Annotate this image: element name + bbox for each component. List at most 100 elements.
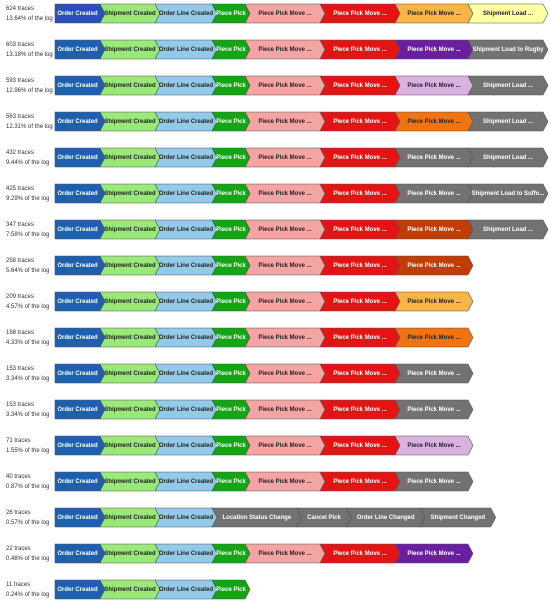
step-label: Order Created (57, 299, 98, 305)
step-label: Piece Pick Move ... (407, 83, 461, 89)
step-label: Order Created (57, 443, 98, 449)
step-label: Piece Pick Move ... (333, 335, 387, 341)
step-label: Piece Pick (216, 587, 246, 593)
step-label: Piece Pick Move ... (333, 443, 387, 449)
variant-row[interactable]: 347 traces 7.58% of the log Order Created S… (6, 219, 549, 240)
trace-count: 71 traces (6, 438, 31, 444)
step-label: Piece Pick Move ... (333, 119, 387, 125)
step-label: Shipment Created (104, 407, 156, 413)
step-label: Shipment Created (104, 335, 156, 341)
step-label: Shipment Created (104, 299, 156, 305)
variant-row[interactable]: 40 traces 0.87% of the log Order Created Sh… (6, 471, 474, 492)
step-label: Piece Pick Move ... (407, 443, 461, 449)
step-chevron (394, 327, 474, 348)
step-label: Order Line Created (159, 155, 214, 161)
step-label: Order Created (57, 119, 98, 125)
variant-row[interactable]: 11 traces 0.24% of the log Order Created Sh… (6, 579, 251, 600)
variant-row[interactable]: 198 traces 4.33% of the log Order Created S… (6, 327, 474, 348)
variant-row[interactable]: 26 traces 0.57% of the log Order Created Sh… (6, 507, 497, 528)
step-label: Piece Pick (216, 47, 246, 53)
step-label: Piece Pick (216, 407, 246, 413)
log-share: 4.57% of the log (6, 304, 49, 310)
step-label: Piece Pick Move ... (258, 299, 312, 305)
step-label: Piece Pick Move ... (258, 227, 312, 233)
step-label: Shipment Created (104, 443, 156, 449)
step-chevron (394, 543, 474, 564)
step-label: Shipment Created (104, 263, 156, 269)
step-label: Order Line Created (159, 47, 214, 53)
variant-row[interactable]: 22 traces 0.48% of the log Order Created Sh… (6, 543, 474, 564)
step-chevron (394, 399, 474, 420)
step-label: Location Status Change (223, 515, 292, 521)
step-label: Piece Pick Move ... (333, 371, 387, 377)
step-label: Order Created (57, 83, 98, 89)
step-label: Order Line Created (159, 335, 214, 341)
step-label: Piece Pick Move ... (258, 119, 312, 125)
step-label: Shipment Created (104, 83, 156, 89)
step-label: Cancel Pick (307, 515, 341, 521)
log-share: 0.24% of the log (6, 592, 49, 598)
step-label: Order Line Created (159, 11, 214, 17)
trace-count: 432 traces (6, 150, 34, 156)
log-share: 12.96% of the log (6, 88, 53, 94)
variant-row[interactable]: 425 traces 9.29% of the log Order Created S… (6, 183, 549, 204)
step-label: Shipment Load ... (483, 227, 533, 233)
step-label: Order Created (57, 515, 98, 521)
step-chevron (467, 3, 549, 24)
variant-row[interactable]: 258 traces 5.64% of the log Order Created S… (6, 255, 474, 276)
step-label: Piece Pick Move ... (333, 407, 387, 413)
step-label: Order Line Created (159, 191, 214, 197)
variant-row[interactable]: 71 traces 1.55% of the log Order Created Sh… (6, 435, 474, 456)
step-label: Shipment Load to Suffo... (472, 191, 545, 197)
log-share: 0.87% of the log (6, 484, 49, 490)
variant-row[interactable]: 563 traces 12.31% of the log Order Created… (6, 111, 549, 132)
step-label: Order Created (57, 479, 98, 485)
step-label: Order Created (57, 263, 98, 269)
step-label: Piece Pick Move ... (407, 371, 461, 377)
variant-row[interactable]: 432 traces 9.44% of the log Order Created S… (6, 147, 549, 168)
step-label: Piece Pick Move ... (258, 335, 312, 341)
log-share: 0.57% of the log (6, 520, 49, 526)
step-label: Piece Pick Move ... (258, 407, 312, 413)
variant-row[interactable]: 624 traces 13.64% of the log Order Created… (6, 3, 549, 24)
step-chevron (394, 291, 474, 312)
step-label: Piece Pick Move ... (333, 191, 387, 197)
step-label: Piece Pick Move ... (258, 155, 312, 161)
step-label: Piece Pick Move ... (258, 83, 312, 89)
step-label: Shipment Load ... (483, 11, 533, 17)
step-label: Order Created (57, 191, 98, 197)
step-label: Order Line Created (159, 263, 214, 269)
step-label: Order Created (57, 47, 98, 53)
step-label: Shipment Created (104, 155, 156, 161)
variant-row[interactable]: 209 traces 4.57% of the log Order Created S… (6, 291, 474, 312)
trace-count: 153 traces (6, 402, 34, 408)
step-label: Piece Pick Move ... (258, 47, 312, 53)
step-label: Piece Pick Move ... (258, 479, 312, 485)
log-share: 3.34% of the log (6, 376, 49, 382)
variant-row[interactable]: 153 traces 3.34% of the log Order Created S… (6, 399, 474, 420)
step-label: Shipment Created (104, 479, 156, 485)
step-label: Piece Pick Move ... (407, 551, 461, 557)
log-share: 12.31% of the log (6, 124, 53, 130)
trace-count: 198 traces (6, 330, 34, 336)
step-label: Piece Pick Move ... (407, 47, 461, 53)
step-label: Order Line Created (159, 479, 214, 485)
step-label: Shipment Created (104, 11, 156, 17)
variant-row[interactable]: 593 traces 12.96% of the log Order Created… (6, 75, 549, 96)
trace-count: 153 traces (6, 366, 34, 372)
step-label: Order Line Created (159, 587, 214, 593)
step-label: Piece Pick Move ... (258, 443, 312, 449)
step-label: Shipment Created (104, 551, 156, 557)
step-label: Piece Pick (216, 263, 246, 269)
step-chevron (211, 579, 251, 600)
log-share: 4.33% of the log (6, 340, 49, 346)
trace-count: 209 traces (6, 294, 34, 300)
trace-count: 26 traces (6, 510, 31, 516)
variant-row[interactable]: 603 traces 13.18% of the log Order Created… (6, 39, 549, 60)
variant-row[interactable]: 153 traces 3.34% of the log Order Created S… (6, 363, 474, 384)
step-label: Shipment Load ... (483, 119, 533, 125)
step-label: Order Created (57, 407, 98, 413)
step-label: Order Created (57, 551, 98, 557)
step-chevron (394, 435, 474, 456)
step-label: Piece Pick (216, 299, 246, 305)
